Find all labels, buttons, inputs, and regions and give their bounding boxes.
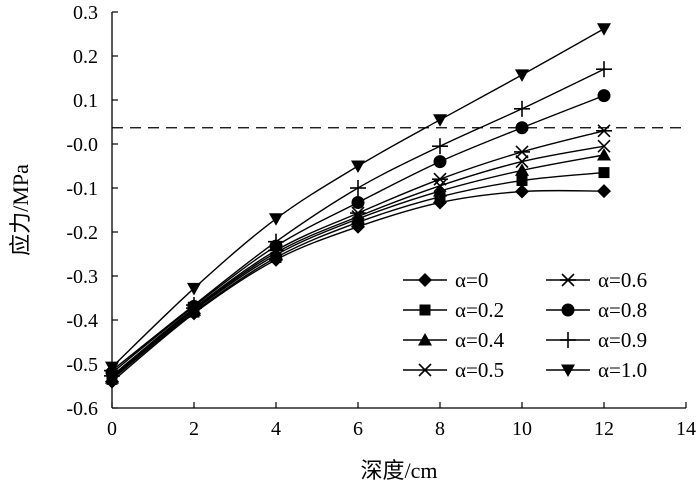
- legend-marker: [419, 304, 431, 316]
- legend-label: α=1.0: [598, 358, 647, 382]
- data-point: [433, 179, 447, 193]
- data-point: [516, 175, 528, 187]
- data-point: [433, 184, 447, 197]
- legend-item: α=1.0: [546, 358, 647, 382]
- data-point: [515, 121, 529, 135]
- legend-marker: [418, 363, 432, 377]
- data-point: [515, 69, 529, 82]
- legend-label: α=0.8: [598, 298, 647, 322]
- data-point: [597, 23, 611, 36]
- legend-label: α=0.4: [455, 328, 505, 352]
- legend-label: α=0.9: [598, 328, 647, 352]
- legend-marker: [560, 273, 576, 287]
- legend: α=0 α=0.2 α=0.4 α=0.5 α=0.6 α=0.8 α=0.9 α=1.0: [403, 268, 647, 382]
- y-tick-label: -0.3: [66, 266, 98, 288]
- x-tick-label: 2: [189, 418, 199, 440]
- x-axis-title: 深度/cm: [361, 458, 438, 483]
- y-tick-label: 0.2: [73, 46, 98, 68]
- legend-item: α=0: [403, 268, 488, 292]
- x-tick-label: 10: [512, 418, 532, 440]
- x-tick-label: 14: [676, 418, 696, 440]
- legend-marker: [561, 364, 575, 377]
- legend-label: α=0.6: [598, 268, 647, 292]
- legend-item: α=0.8: [546, 298, 647, 322]
- data-point: [351, 160, 365, 173]
- series-line-5: [111, 94, 605, 374]
- data-point: [351, 196, 365, 210]
- data-point: [269, 213, 283, 226]
- data-point: [597, 184, 611, 199]
- x-tick-label: 4: [271, 418, 281, 440]
- data-point: [515, 184, 529, 199]
- x-tick-label: 8: [435, 418, 445, 440]
- data-point: [598, 167, 610, 179]
- data-point: [597, 89, 611, 103]
- data-point: [596, 61, 612, 78]
- data-point: [350, 180, 366, 196]
- data-point: [186, 297, 202, 314]
- x-tick-label: 12: [594, 418, 614, 440]
- legend-item: α=0.4: [403, 328, 505, 352]
- data-point: [596, 124, 612, 138]
- data-point: [597, 148, 611, 161]
- legend-item: α=0.6: [546, 268, 647, 292]
- axes: 0 2 4 6 8 10 12 14 0.3 0.2 0.1 -0.0 -0.1 -0.2 -0.3 -0.4…: [66, 2, 696, 440]
- y-tick-label: -0.5: [66, 354, 98, 376]
- data-point: [597, 139, 611, 153]
- data-point: [514, 100, 530, 117]
- data-point: [433, 155, 447, 169]
- data-point: [432, 138, 448, 155]
- y-tick-label: -0.4: [66, 310, 98, 332]
- data-point: [434, 191, 446, 203]
- y-tick-label: -0.2: [66, 222, 98, 244]
- y-axis-title: 应力/MPa: [8, 164, 33, 256]
- legend-marker: [418, 333, 432, 346]
- legend-item: α=0.2: [403, 298, 504, 322]
- data-point: [515, 163, 529, 176]
- y-tick-label: -0.6: [66, 398, 98, 420]
- data-point: [432, 172, 448, 186]
- x-tick-label: 0: [107, 418, 117, 440]
- y-tick-label: 0.3: [73, 2, 98, 24]
- data-point: [515, 155, 529, 169]
- legend-item: α=0.9: [546, 328, 647, 352]
- x-tick-label: 6: [353, 418, 363, 440]
- y-tick-label: -0.1: [66, 178, 98, 200]
- legend-marker: [560, 332, 576, 348]
- legend-label: α=0.2: [455, 298, 504, 322]
- data-point: [514, 145, 530, 159]
- legend-label: α=0.5: [455, 358, 504, 382]
- legend-marker: [561, 303, 575, 317]
- y-tick-label: -0.0: [66, 134, 98, 156]
- legend-label: α=0: [455, 268, 488, 292]
- data-point: [268, 233, 284, 250]
- legend-item: α=0.5: [403, 358, 504, 382]
- data-point: [433, 114, 447, 127]
- y-tick-label: 0.1: [73, 90, 98, 112]
- data-point: [187, 282, 201, 296]
- plot-area: [104, 23, 686, 389]
- legend-marker: [418, 273, 432, 287]
- data-point: [350, 206, 366, 220]
